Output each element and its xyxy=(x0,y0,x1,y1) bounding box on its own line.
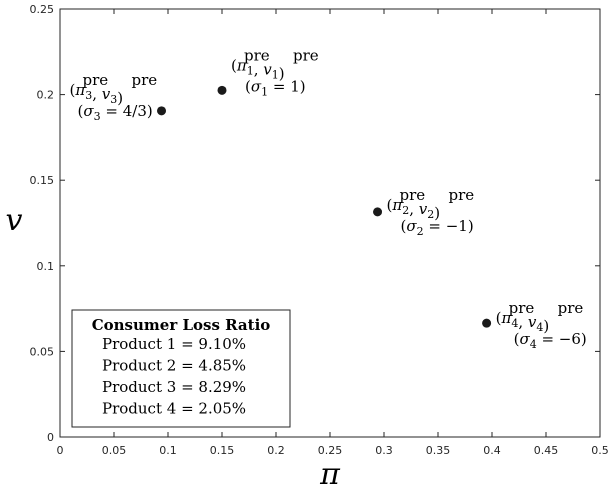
loss-ratio-rows: Product 1 = 9.10% Product 2 = 4.85% Produc… xyxy=(102,335,246,418)
point-coord-label: (π2, v2) xyxy=(387,196,441,222)
point-coord-label: (π1, v1) xyxy=(231,56,285,82)
x-axis-label: π xyxy=(319,457,341,490)
sup-pre-v: pre xyxy=(293,46,319,64)
data-points xyxy=(157,85,492,328)
sigma-label: (σ1 = 1) xyxy=(245,77,306,98)
sup-pre-pi: pre xyxy=(244,46,270,64)
sigma-label: (σ2 = −1) xyxy=(401,217,474,238)
sup-pre-pi: pre xyxy=(400,186,426,204)
point-label-2: (π2, v2)pre pre(σ2 = −1) xyxy=(387,186,475,238)
sup-pre-pi: pre xyxy=(83,71,109,89)
loss-ratio-title: Consumer Loss Ratio xyxy=(92,316,271,334)
loss-ratio-row: Product 3 = 8.29% xyxy=(102,378,246,396)
x-tick-label: 0.4 xyxy=(483,444,501,457)
data-point-3 xyxy=(157,106,167,116)
x-axis-ticks: 0 0.05 0.1 0.15 0.2 0.25 0.3 0.35 0.4 0.45 0.5 xyxy=(57,9,609,457)
x-tick-label: 0.05 xyxy=(102,444,127,457)
y-tick-label: 0.15 xyxy=(30,174,55,187)
loss-ratio-row: Product 1 = 9.10% xyxy=(102,335,246,353)
loss-ratio-box-frame xyxy=(71,309,291,428)
x-tick-label: 0.1 xyxy=(159,444,177,457)
point-coord-label: (π3, v3) xyxy=(70,81,124,107)
loss-ratio-row: Product 4 = 2.05% xyxy=(102,400,246,418)
y-axis-label: v xyxy=(6,203,23,238)
y-axis-ticks: 0 0.05 0.1 0.15 0.2 0.25 xyxy=(30,3,600,444)
loss-ratio-row: Product 2 = 4.85% xyxy=(102,357,246,375)
data-point-4 xyxy=(482,318,492,328)
data-point-2 xyxy=(373,207,383,217)
x-tick-label: 0.15 xyxy=(210,444,235,457)
sup-pre-v: pre xyxy=(132,71,158,89)
point-label-1: (π1, v1)pre pre(σ1 = 1) xyxy=(231,46,319,98)
y-tick-label: 0.25 xyxy=(30,3,55,16)
x-tick-label: 0.35 xyxy=(426,444,451,457)
point-label-4: (π4, v4)pre pre(σ4 = −6) xyxy=(496,299,587,351)
point-label-3: (π3, v3)pre pre(σ3 = 4/3) xyxy=(70,71,158,123)
x-tick-label: 0.2 xyxy=(267,444,285,457)
y-tick-label: 0 xyxy=(47,431,54,444)
sigma-label: (σ3 = 4/3) xyxy=(78,102,153,123)
x-tick-label: 0.5 xyxy=(591,444,609,457)
y-tick-label: 0.1 xyxy=(37,260,55,273)
sup-pre-pi: pre xyxy=(509,299,535,317)
x-tick-label: 0.45 xyxy=(534,444,559,457)
x-tick-label: 0.25 xyxy=(318,444,343,457)
x-tick-label: 0 xyxy=(57,444,64,457)
sup-pre-v: pre xyxy=(449,186,475,204)
point-coord-label: (π4, v4) xyxy=(496,309,550,335)
x-tick-label: 0.3 xyxy=(375,444,393,457)
loss-ratio-box: Consumer Loss Ratio Product 1 = 9.10%Pro… xyxy=(71,309,291,428)
sup-pre-v: pre xyxy=(558,299,584,317)
y-tick-label: 0.2 xyxy=(37,89,55,102)
data-point-1 xyxy=(217,85,227,95)
sigma-label: (σ4 = −6) xyxy=(514,330,587,351)
point-labels: (π1, v1)pre pre(σ1 = 1)(π2, v2)pre pre(σ2 … xyxy=(70,46,587,351)
y-tick-label: 0.05 xyxy=(30,345,55,358)
